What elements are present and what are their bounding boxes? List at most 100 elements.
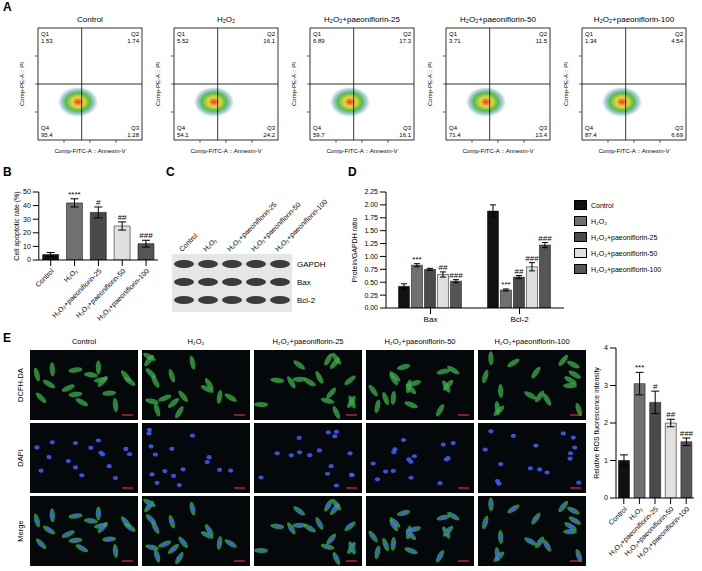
- svg-text:Q2: Q2: [131, 31, 140, 37]
- svg-text:5.52: 5.52: [177, 38, 189, 44]
- svg-text:Protein/GAPDH ratio: Protein/GAPDH ratio: [351, 218, 358, 283]
- svg-text:DAPI: DAPI: [16, 449, 25, 467]
- svg-text:***: ***: [501, 280, 510, 289]
- svg-text:Q4: Q4: [449, 125, 458, 131]
- svg-text:Q3: Q3: [675, 125, 684, 131]
- svg-text:1.25: 1.25: [364, 240, 378, 247]
- svg-text:H₂O₂+paeoniflorin-100: H₂O₂+paeoniflorin-100: [274, 198, 329, 253]
- svg-text:2: 2: [604, 419, 608, 426]
- svg-text:1.53: 1.53: [41, 38, 53, 44]
- svg-text:Comp-PE-A :: PI: Comp-PE-A :: PI: [427, 62, 433, 106]
- svg-text:2.25: 2.25: [364, 188, 378, 195]
- svg-text:11.5: 11.5: [536, 38, 548, 44]
- svg-text:H₂O₂+paeoniflorin-50: H₂O₂+paeoniflorin-50: [384, 337, 455, 346]
- svg-text:Control: Control: [77, 15, 103, 24]
- svg-text:Q1: Q1: [449, 31, 458, 37]
- svg-text:Comp-FITC-A :: Annexin-V: Comp-FITC-A :: Annexin-V: [326, 148, 397, 154]
- svg-text:1: 1: [604, 457, 608, 464]
- svg-text:H₂O₂+paeoniflorin-25: H₂O₂+paeoniflorin-25: [324, 15, 400, 24]
- svg-text:0.25: 0.25: [364, 292, 378, 299]
- svg-text:Q4: Q4: [313, 125, 322, 131]
- svg-text:Merge: Merge: [16, 520, 25, 541]
- svg-text:6.69: 6.69: [671, 132, 683, 138]
- svg-text:1.74: 1.74: [127, 38, 139, 44]
- svg-text:54.1: 54.1: [177, 132, 189, 138]
- svg-text:H₂O₂+paeoniflorin-100: H₂O₂+paeoniflorin-100: [494, 337, 569, 346]
- svg-text:Comp-FITC-A :: Annexin-V: Comp-FITC-A :: Annexin-V: [462, 148, 533, 154]
- svg-text:0.00: 0.00: [364, 304, 378, 311]
- svg-text:6.89: 6.89: [313, 38, 325, 44]
- svg-text:Q1: Q1: [585, 31, 594, 37]
- svg-text:****: ****: [68, 190, 80, 199]
- svg-text:1.75: 1.75: [364, 214, 378, 221]
- svg-text:17.3: 17.3: [399, 38, 411, 44]
- svg-text:Q1: Q1: [177, 31, 186, 37]
- svg-text:3.71: 3.71: [449, 38, 461, 44]
- svg-text:3: 3: [604, 382, 608, 389]
- svg-text:Comp-FITC-A :: Annexin-V: Comp-FITC-A :: Annexin-V: [598, 148, 669, 154]
- svg-text:0: 0: [27, 256, 31, 263]
- svg-text:50: 50: [23, 188, 31, 195]
- svg-text:Q1: Q1: [313, 31, 322, 37]
- svg-text:H₂O₂+paeoniflorin-25: H₂O₂+paeoniflorin-25: [272, 337, 343, 346]
- svg-text:##: ##: [439, 263, 448, 272]
- svg-text:***: ***: [412, 255, 421, 264]
- svg-text:Bcl-2: Bcl-2: [510, 315, 529, 324]
- svg-text:H₂O₂+paeoniflorin-100: H₂O₂+paeoniflorin-100: [636, 505, 691, 560]
- svg-text:0: 0: [604, 494, 608, 501]
- svg-text:Relative ROS fluorescence inte: Relative ROS fluorescence intensity: [593, 367, 601, 479]
- svg-text:Comp-FITC-A :: Annexin-V: Comp-FITC-A :: Annexin-V: [54, 148, 125, 154]
- svg-text:1.00: 1.00: [364, 253, 378, 260]
- svg-text:0.50: 0.50: [364, 279, 378, 286]
- svg-text:***: ***: [635, 363, 644, 372]
- svg-text:#: #: [96, 198, 101, 207]
- svg-text:Control: Control: [72, 337, 97, 346]
- svg-text:Q3: Q3: [539, 125, 548, 131]
- svg-text:Q1: Q1: [41, 31, 50, 37]
- svg-text:H₂O₂: H₂O₂: [217, 15, 235, 24]
- svg-text:Comp-FITC-A :: Annexin-V: Comp-FITC-A :: Annexin-V: [190, 148, 261, 154]
- svg-text:95.4: 95.4: [41, 132, 53, 138]
- svg-text:Q4: Q4: [41, 125, 50, 131]
- svg-text:Q4: Q4: [585, 125, 594, 131]
- svg-text:H₂O₂: H₂O₂: [187, 337, 204, 346]
- svg-text:2.00: 2.00: [364, 201, 378, 208]
- svg-text:##: ##: [118, 213, 127, 222]
- svg-text:##: ##: [666, 410, 675, 419]
- svg-text:10: 10: [23, 243, 31, 250]
- svg-text:Q4: Q4: [177, 125, 186, 131]
- svg-text:Control: Control: [178, 231, 199, 252]
- svg-text:H₂O₂+paeoniflorin-50: H₂O₂+paeoniflorin-50: [460, 15, 536, 24]
- svg-text:DCFH-DA: DCFH-DA: [16, 368, 25, 402]
- svg-text:4.54: 4.54: [671, 38, 683, 44]
- svg-text:Q2: Q2: [539, 31, 548, 37]
- svg-text:Bax: Bax: [297, 278, 311, 287]
- svg-text:Control: Control: [607, 505, 628, 526]
- svg-text:Q3: Q3: [267, 125, 276, 131]
- svg-text:24.2: 24.2: [263, 132, 275, 138]
- svg-text:Q3: Q3: [131, 125, 140, 131]
- svg-text:16.1: 16.1: [399, 132, 411, 138]
- svg-text:Cell apoptotic rate (%): Cell apoptotic rate (%): [13, 191, 21, 260]
- svg-text:4: 4: [604, 344, 608, 351]
- svg-text:Comp-PE-A :: PI: Comp-PE-A :: PI: [19, 62, 25, 106]
- svg-text:71.4: 71.4: [449, 132, 461, 138]
- svg-text:GAPDH: GAPDH: [297, 260, 326, 269]
- svg-text:H₂O₂: H₂O₂: [202, 236, 218, 252]
- svg-text:30: 30: [23, 216, 31, 223]
- svg-text:1.50: 1.50: [364, 227, 378, 234]
- svg-text:Control: Control: [34, 267, 55, 288]
- svg-text:###: ###: [449, 271, 463, 280]
- svg-text:Q2: Q2: [403, 31, 412, 37]
- svg-text:20: 20: [23, 229, 31, 236]
- svg-text:##: ##: [515, 267, 524, 276]
- svg-text:0.75: 0.75: [364, 266, 378, 273]
- svg-text:13.4: 13.4: [535, 132, 547, 138]
- svg-text:#: #: [653, 382, 658, 391]
- svg-text:H₂O₂: H₂O₂: [63, 267, 79, 283]
- svg-text:###: ###: [680, 429, 694, 438]
- svg-text:Q2: Q2: [267, 31, 276, 37]
- svg-text:Comp-PE-A :: PI: Comp-PE-A :: PI: [563, 62, 569, 106]
- svg-text:87.4: 87.4: [585, 132, 597, 138]
- svg-text:H₂O₂+paeoniflorin-100: H₂O₂+paeoniflorin-100: [594, 15, 675, 24]
